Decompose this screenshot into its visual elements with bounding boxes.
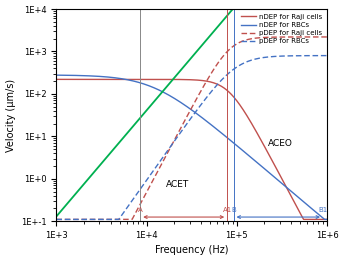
Text: ACET: ACET (166, 180, 189, 189)
Text: B: B (231, 207, 236, 213)
Y-axis label: Velocity (μm/s): Velocity (μm/s) (6, 79, 15, 152)
Text: A: A (138, 207, 143, 213)
Text: ACEO: ACEO (268, 139, 293, 148)
X-axis label: Frequency (Hz): Frequency (Hz) (155, 245, 228, 256)
Legend: nDEP for Raji cells, nDEP for RBCs, pDEP for Raji cells, pDEP for RBCs: nDEP for Raji cells, nDEP for RBCs, pDEP… (239, 13, 324, 46)
Text: B1: B1 (318, 207, 327, 213)
Text: A1: A1 (223, 207, 232, 213)
